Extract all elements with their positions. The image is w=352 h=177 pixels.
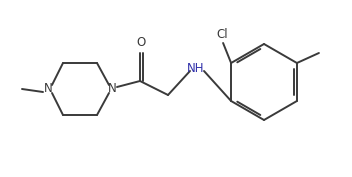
Text: NH: NH (187, 61, 205, 75)
Text: N: N (108, 82, 117, 96)
Text: N: N (44, 82, 52, 96)
Text: O: O (136, 36, 146, 48)
Text: Cl: Cl (216, 28, 228, 41)
